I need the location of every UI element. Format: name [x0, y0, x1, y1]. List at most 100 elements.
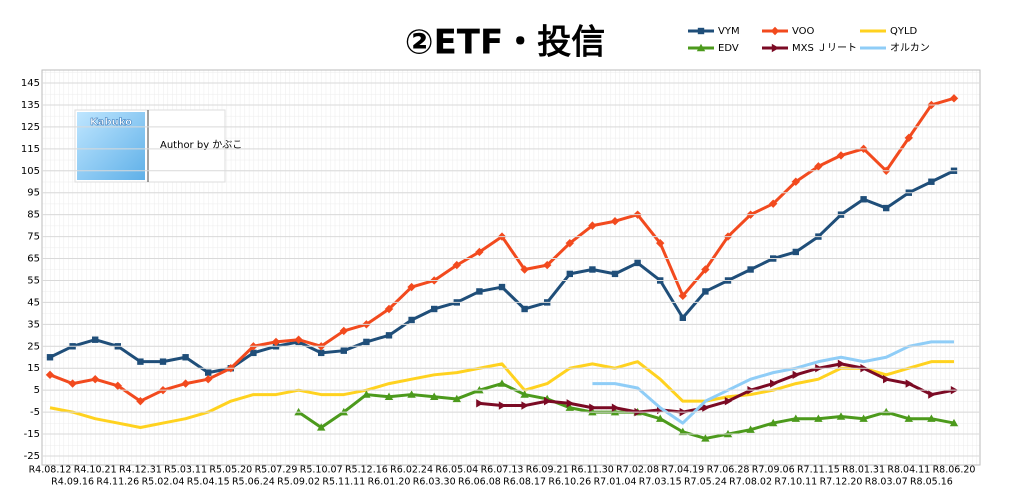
x-tick-label: R5.06.24 [232, 477, 275, 488]
x-tick-label: R7.05.24 [684, 477, 727, 488]
marker [250, 349, 257, 357]
marker [92, 336, 99, 343]
marker [859, 414, 868, 422]
marker [791, 414, 800, 422]
x-tick-label: R6.09.21 [526, 465, 569, 476]
x-tick-label: R4.10.21 [74, 465, 117, 476]
y-tick-label: 125 [21, 122, 40, 133]
y-tick-label: 105 [21, 166, 40, 177]
marker [340, 347, 347, 354]
series-line [479, 362, 955, 414]
marker [431, 305, 438, 313]
author-inset: Kabuko Author by かぶこ [74, 109, 242, 183]
marker [566, 270, 573, 278]
y-tick-label: 95 [27, 188, 40, 199]
x-tick-label: R6.08.17 [503, 477, 546, 488]
marker [521, 305, 528, 313]
x-tick-label: R5.04.15 [187, 477, 230, 488]
x-tick-label: R4.09.16 [51, 477, 94, 488]
marker [136, 396, 145, 406]
series-line [592, 340, 954, 425]
legend-item: MXS Ｊリート [762, 43, 857, 54]
marker [521, 401, 529, 410]
legend-item: VYM [688, 26, 740, 37]
y-tick-label: -15 [24, 429, 40, 440]
legend-label: EDV [718, 43, 739, 54]
logo-text: Kabuko [90, 117, 132, 128]
y-tick-label: 115 [21, 144, 40, 155]
legend-label: VOO [792, 26, 815, 37]
marker [769, 418, 778, 427]
x-tick-label: R7.01.04 [594, 477, 637, 488]
marker [566, 399, 574, 408]
chart-title: ②ETF・投信 [405, 23, 605, 63]
marker [407, 390, 416, 398]
marker [544, 396, 552, 406]
marker [701, 265, 710, 274]
x-tick-label: R5.09.02 [277, 477, 320, 488]
marker [814, 162, 823, 171]
marker [498, 401, 507, 410]
x-tick-label: R5.05.20 [209, 465, 252, 476]
marker [611, 403, 620, 412]
marker [589, 403, 597, 412]
marker [949, 94, 959, 103]
legend-item: VOO [762, 26, 815, 37]
marker [837, 359, 846, 369]
x-tick-label: R7.03.15 [639, 477, 682, 488]
marker [836, 412, 846, 420]
x-tick-label: R8.06.20 [933, 465, 976, 476]
marker [678, 427, 687, 436]
marker [476, 399, 484, 408]
marker [113, 381, 122, 390]
marker [497, 379, 507, 387]
marker [384, 304, 394, 314]
marker [520, 265, 529, 274]
legend-marker [771, 43, 780, 53]
marker [724, 396, 733, 406]
series [592, 340, 954, 425]
marker [407, 282, 416, 292]
x-tick-label: R4.12.31 [119, 465, 162, 476]
marker [46, 354, 54, 361]
marker [905, 379, 913, 388]
legend-label: オルカン [890, 42, 930, 54]
y-tick-label: 65 [27, 254, 40, 265]
marker [883, 204, 890, 212]
marker [791, 177, 800, 186]
y-tick-label: 35 [27, 319, 40, 330]
marker [182, 354, 189, 361]
x-tick-label: R6.10.26 [548, 477, 591, 488]
x-tick-label: R6.05.04 [435, 465, 478, 476]
marker [589, 266, 596, 273]
y-tick-label: 145 [21, 78, 40, 89]
marker [565, 238, 574, 248]
marker [543, 260, 552, 270]
marker [408, 316, 415, 324]
x-tick-label: R7.02.08 [616, 465, 659, 476]
x-tick-label: R6.11.30 [571, 465, 614, 476]
x-tick-label: R7.09.06 [752, 465, 795, 476]
marker [883, 375, 891, 384]
y-tick-label: 75 [27, 232, 40, 243]
y-tick-label: 85 [27, 210, 40, 221]
y-tick-label: 5 [34, 385, 40, 396]
x-tick-label: R8.01.31 [842, 465, 885, 476]
marker [452, 260, 461, 270]
marker [610, 217, 620, 226]
marker [475, 385, 484, 394]
marker [452, 394, 461, 403]
x-tick-label: R5.07.29 [255, 465, 298, 476]
marker [565, 403, 574, 411]
y-tick-label: -5 [30, 407, 40, 418]
marker [205, 369, 212, 376]
series [46, 167, 958, 376]
x-tick-label: R5.03.11 [164, 465, 207, 476]
marker [747, 266, 754, 273]
legend-item: EDV [688, 43, 739, 54]
marker [702, 403, 710, 412]
marker [294, 335, 303, 344]
y-tick-label: -25 [24, 451, 40, 462]
marker [384, 392, 394, 400]
